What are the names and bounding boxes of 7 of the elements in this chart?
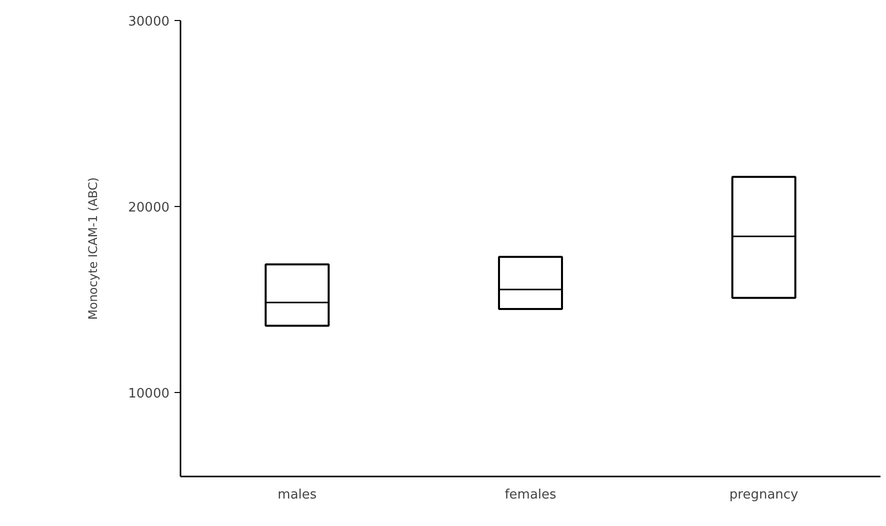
y-tick-label: 20000 [128,200,170,216]
y-tick-label: 10000 [128,386,170,402]
x-tick-label: females [504,488,557,502]
y-tick-label: 30000 [128,14,170,30]
x-tick-label: pregnancy [729,488,799,502]
y-axis-title: Monocyte ICAM-1 (ABC) [86,177,100,320]
x-tick-label: males [278,488,317,502]
